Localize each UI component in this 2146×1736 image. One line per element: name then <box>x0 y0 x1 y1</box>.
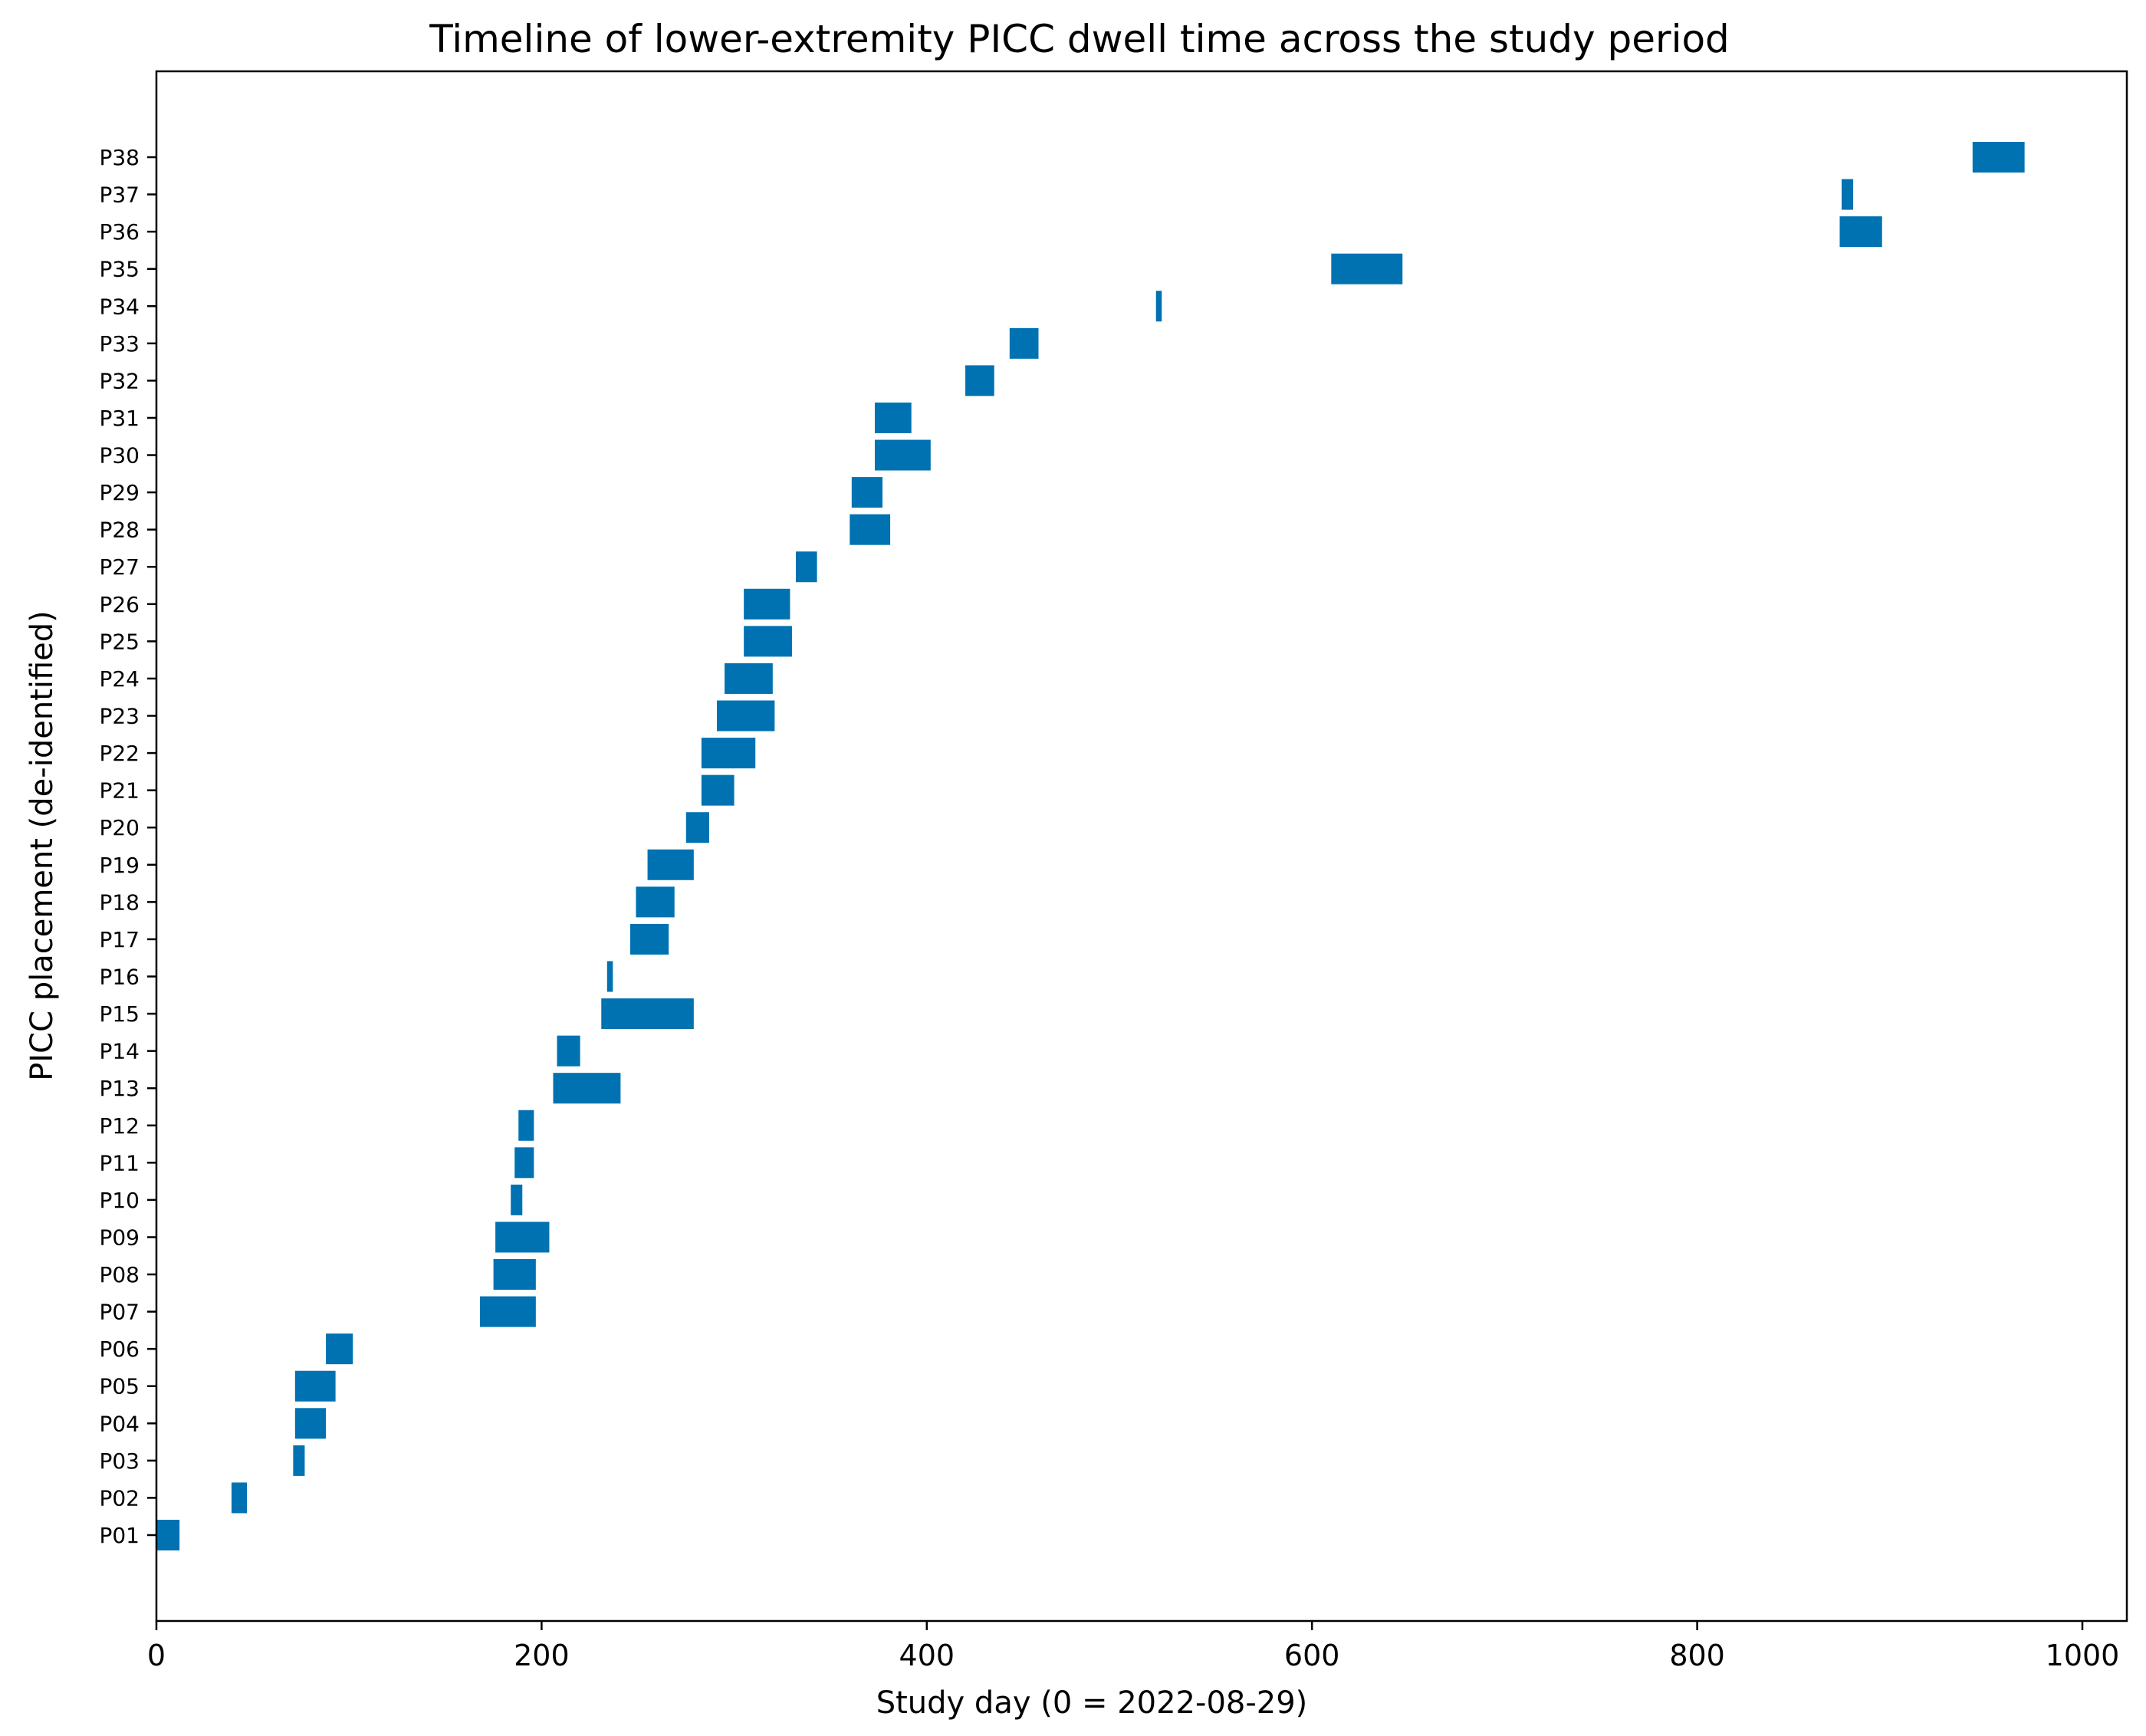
plot-frame <box>155 70 2128 1623</box>
y-tick-label: P15 <box>99 1001 140 1027</box>
y-tick-label: P13 <box>99 1076 140 1101</box>
bar-p03 <box>293 1445 305 1476</box>
bar-p02 <box>231 1482 248 1514</box>
y-tick-label: P38 <box>99 145 140 170</box>
y-tick-label: P03 <box>99 1448 140 1474</box>
y-tick-label: P12 <box>99 1113 140 1139</box>
y-axis: P01 P02 P03 P04 P05 P06 P07 P08 P09 P10 P11 P12 P13 P… <box>99 145 156 1548</box>
bar-p33 <box>1009 327 1039 359</box>
y-tick-label: P28 <box>99 518 140 543</box>
bar-p31 <box>874 402 912 433</box>
bar-p14 <box>557 1035 580 1067</box>
bar-p30 <box>874 439 931 471</box>
y-tick-label: P09 <box>99 1225 140 1250</box>
y-tick-label: P01 <box>99 1523 140 1548</box>
y-tick-label: P02 <box>99 1485 140 1511</box>
y-tick-label: P04 <box>99 1411 140 1436</box>
bar-p26 <box>744 588 790 620</box>
bar-p07 <box>480 1296 536 1327</box>
x-tick-label: 400 <box>899 1639 955 1672</box>
y-tick-label: P34 <box>99 294 140 319</box>
bar-p32 <box>965 365 994 396</box>
bar-p01 <box>156 1520 180 1550</box>
y-tick-label: P25 <box>99 629 140 654</box>
bar-p11 <box>514 1147 534 1179</box>
bar-p25 <box>744 626 792 657</box>
y-tick-label: P18 <box>99 889 140 915</box>
y-tick-label: P11 <box>99 1150 140 1175</box>
y-tick-label: P31 <box>99 406 140 431</box>
y-tick-label: P32 <box>99 368 140 393</box>
bar-p09 <box>495 1221 550 1253</box>
bar-p27 <box>795 551 817 583</box>
y-tick-label: P26 <box>99 592 140 617</box>
bar-p38 <box>1972 142 2025 173</box>
y-tick-label: P37 <box>99 182 140 208</box>
y-tick-label: P14 <box>99 1039 140 1064</box>
y-tick-label: P35 <box>99 257 140 282</box>
x-tick-label: 1000 <box>2046 1639 2120 1672</box>
bar-p19 <box>647 849 694 880</box>
y-tick-label: P08 <box>99 1262 140 1287</box>
y-tick-label: P22 <box>99 741 140 766</box>
bars-layer <box>156 142 2025 1550</box>
chart-title: Timeline of lower-extremity PICC dwell t… <box>429 17 1730 61</box>
bar-p16 <box>606 961 613 992</box>
bar-p34 <box>1155 291 1162 322</box>
y-tick-label: P16 <box>99 964 140 989</box>
y-axis-label: PICC placement (de-identified) <box>25 610 60 1081</box>
x-axis-label: Study day (0 = 2022-08-29) <box>876 1685 1308 1721</box>
bar-p15 <box>601 998 694 1030</box>
bar-p24 <box>725 663 773 694</box>
bar-p22 <box>701 738 756 769</box>
bar-p23 <box>716 700 775 732</box>
bar-p20 <box>685 812 709 843</box>
bar-p13 <box>553 1073 621 1104</box>
bar-p10 <box>511 1184 523 1215</box>
bar-p28 <box>850 514 891 545</box>
x-tick-label: 600 <box>1284 1639 1340 1672</box>
y-tick-label: P33 <box>99 331 140 357</box>
y-tick-label: P21 <box>99 778 140 804</box>
y-tick-label: P06 <box>99 1337 140 1362</box>
y-tick-label: P23 <box>99 704 140 729</box>
bar-p05 <box>294 1370 336 1402</box>
y-tick-label: P05 <box>99 1374 140 1399</box>
y-tick-label: P20 <box>99 815 140 840</box>
bar-p08 <box>493 1259 536 1290</box>
y-tick-label: P17 <box>99 927 140 952</box>
bar-p35 <box>1331 253 1403 284</box>
y-tick-label: P24 <box>99 666 140 692</box>
y-tick-label: P19 <box>99 853 140 878</box>
bar-p29 <box>851 477 883 508</box>
x-tick-label: 0 <box>147 1639 166 1672</box>
y-tick-label: P07 <box>99 1300 140 1325</box>
bar-p18 <box>636 886 675 918</box>
bar-p04 <box>294 1408 327 1439</box>
x-tick-label: 800 <box>1669 1639 1725 1672</box>
bar-p36 <box>1839 216 1882 248</box>
bar-p06 <box>326 1333 353 1365</box>
y-tick-label: P10 <box>99 1188 140 1213</box>
y-tick-label: P29 <box>99 480 140 505</box>
x-tick-label: 200 <box>514 1639 570 1672</box>
y-tick-label: P30 <box>99 443 140 469</box>
y-tick-label: P27 <box>99 554 140 580</box>
bar-p17 <box>629 923 669 955</box>
bar-p12 <box>518 1110 534 1141</box>
bar-p21 <box>701 774 735 806</box>
y-tick-label: P36 <box>99 219 140 245</box>
x-axis: 0 200 400 600 800 1000 <box>147 1621 2119 1672</box>
bar-p37 <box>1842 179 1854 210</box>
